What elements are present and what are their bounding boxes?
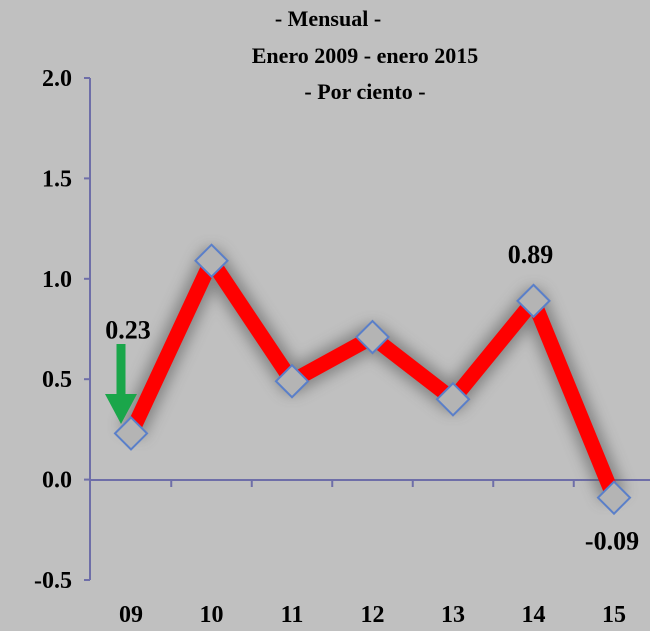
series-markers (113, 243, 632, 516)
x-tick-label: 09 (119, 602, 143, 628)
y-tick-label: 1.0 (42, 267, 72, 293)
y-tick-label: 0.5 (42, 367, 72, 393)
data-point-marker (194, 243, 229, 279)
y-tick-label: 2.0 (42, 66, 72, 92)
data-label: 0.89 (508, 240, 554, 269)
x-tick-label: 12 (361, 602, 385, 628)
y-tick-label: 0.0 (42, 468, 72, 494)
x-tick-labels: 09 10 11 12 13 14 15 (119, 602, 626, 628)
y-tick-labels: 2.0 1.5 1.0 0.5 0.0 -0.5 (34, 66, 72, 594)
data-point-marker (516, 283, 551, 319)
y-tick-label: 1.5 (42, 166, 72, 192)
data-point-marker (596, 480, 632, 516)
x-tick-label: 10 (200, 602, 224, 628)
data-labels: 0.23 0.89 -0.09 (105, 240, 639, 556)
data-label: 0.23 (105, 315, 151, 344)
arrow-head (105, 394, 137, 424)
title-line-3: - Por ciento - (304, 79, 425, 104)
x-tick-label: 15 (602, 602, 626, 628)
annotation-arrow (105, 344, 137, 424)
x-tick-label: 11 (281, 602, 304, 628)
x-tick-label: 13 (441, 602, 465, 628)
data-point-marker (355, 319, 390, 355)
title-line-1: - Mensual - (275, 6, 381, 31)
axes (84, 77, 650, 581)
data-point-marker (274, 363, 310, 399)
title-line-2: Enero 2009 - enero 2015 (252, 43, 479, 68)
y-tick-label: -0.5 (34, 568, 72, 594)
chart-title: - Mensual - Enero 2009 - enero 2015 - Po… (252, 6, 479, 104)
data-label: -0.09 (585, 527, 639, 556)
data-point-marker (435, 381, 471, 417)
data-point-marker (113, 416, 149, 451)
x-tick-label: 14 (522, 602, 546, 628)
